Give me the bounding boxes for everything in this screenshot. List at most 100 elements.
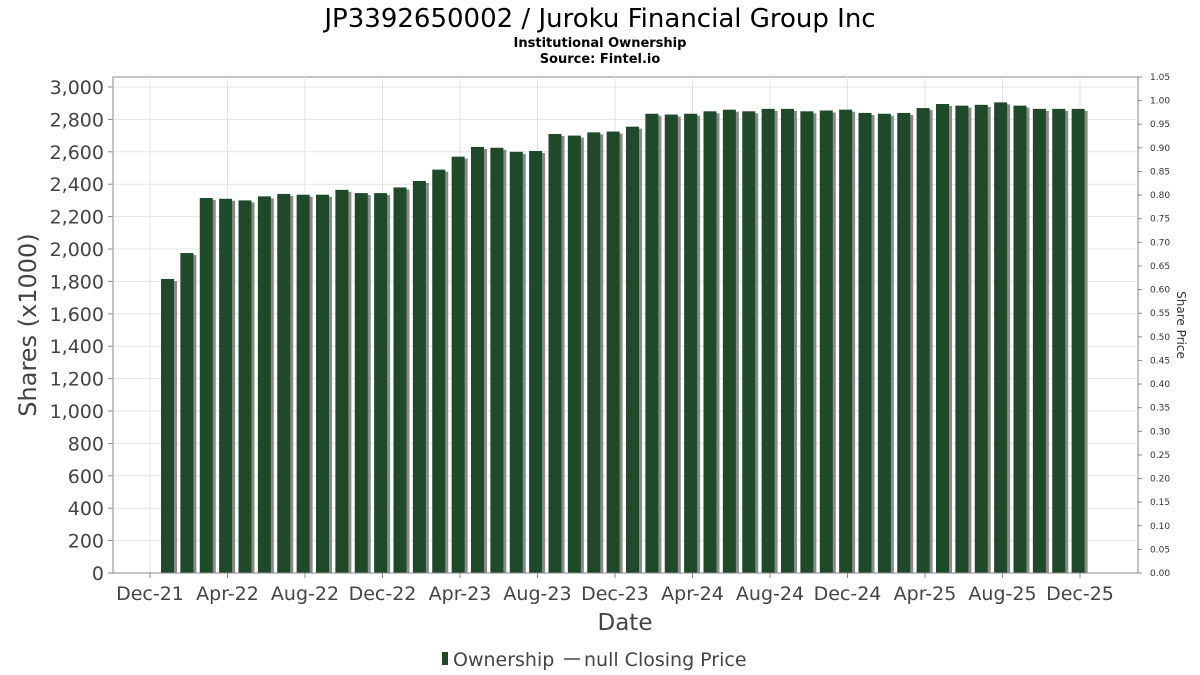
y2-tick-label: 0.25 (1150, 451, 1170, 461)
y2-tick-label: 0.45 (1150, 356, 1170, 366)
y-tick-label: 2,600 (50, 142, 104, 164)
ownership-bar (897, 112, 911, 574)
y2-tick-label: 0.90 (1150, 144, 1170, 154)
ownership-bar (238, 200, 252, 573)
y-tick-label: 1,400 (50, 336, 104, 358)
ownership-bar (509, 151, 523, 574)
y-tick-label: 1,600 (50, 304, 104, 326)
y2-tick-label: 0.10 (1150, 522, 1170, 532)
ownership-bar (858, 112, 872, 574)
y2-tick-label: 0.30 (1150, 427, 1170, 437)
x-tick-label: Aug-24 (736, 583, 804, 605)
legend-ownership-label: Ownership (453, 649, 554, 671)
y2-axis-label: Share Price (1174, 291, 1188, 359)
y-tick-label: 800 (68, 433, 104, 455)
x-tick-label: Dec-24 (814, 583, 882, 605)
y2-tick-label: 0.55 (1150, 309, 1170, 319)
y-axis-label: Shares (x1000) (14, 233, 42, 416)
ownership-bar (800, 111, 814, 574)
ownership-bar (703, 111, 717, 574)
x-tick-label: Apr-24 (661, 583, 724, 605)
x-tick-label: Apr-22 (196, 583, 259, 605)
y2-tick-label: 0.00 (1150, 569, 1170, 579)
y2-tick-label: 0.70 (1150, 238, 1170, 248)
y2-tick-label: 0.85 (1150, 167, 1170, 177)
y2-tick-label: 0.60 (1150, 286, 1170, 296)
y-tick-label: 600 (68, 466, 104, 488)
y2-tick-label: 0.15 (1150, 498, 1170, 508)
ownership-bar (664, 114, 678, 573)
y-tick-label: 0 (92, 563, 104, 585)
x-tick-label: Dec-25 (1046, 583, 1114, 605)
bars-layer (161, 102, 1088, 574)
y2-tick-label: 1.05 (1150, 73, 1170, 83)
ownership-bar (374, 193, 388, 574)
x-tick-label: Apr-25 (894, 583, 957, 605)
y-tick-label: 2,000 (50, 239, 104, 261)
x-tick-label: Dec-23 (581, 583, 649, 605)
y-axis: 0 200 400 600 800 1,000 1,200 1,400 1,600 1,800 2,… (50, 77, 113, 585)
ownership-bar (781, 108, 794, 574)
ownership-bar (451, 156, 465, 573)
ownership-bar (626, 126, 639, 573)
x-axis: Dec-21 Apr-22 Aug-22 Dec-22 Apr-23 Aug-23 Dec-… (113, 572, 1138, 605)
x-tick-label: Aug-22 (271, 583, 339, 605)
ownership-bar (722, 109, 736, 574)
x-tick-label: Dec-22 (349, 583, 417, 605)
ownership-bar (161, 278, 174, 573)
ownership-bar (296, 194, 310, 574)
ownership-bar (393, 187, 407, 573)
y-tick-label: 200 (68, 531, 104, 553)
ownership-bar (742, 111, 756, 574)
y2-tick-label: 0.80 (1150, 191, 1170, 201)
ownership-bar (1071, 108, 1085, 574)
ownership-bar (761, 108, 775, 574)
ownership-bar (412, 180, 426, 573)
chart-subtitle: Institutional Ownership (514, 36, 687, 51)
ownership-bar (432, 169, 446, 573)
ownership-bar (1052, 108, 1066, 574)
ownership-bar (567, 135, 581, 573)
y2-axis: 0.00 0.05 0.10 0.15 0.20 0.25 0.30 0.35 0.40 0.45… (1138, 73, 1170, 579)
ownership-bar (257, 196, 271, 573)
ownership-bar (684, 113, 698, 573)
ownership-bar (199, 197, 213, 573)
legend: Ownership null Closing Price (442, 649, 747, 671)
ownership-bar (936, 104, 949, 573)
ownership-bar (974, 104, 988, 573)
y2-tick-label: 0.75 (1150, 215, 1170, 225)
legend-ownership-swatch (442, 652, 448, 665)
ownership-bar (994, 102, 1008, 573)
ownership-bar (955, 105, 969, 573)
ownership-bar (335, 189, 349, 573)
y2-tick-label: 0.50 (1150, 333, 1170, 343)
y2-tick-label: 0.05 (1150, 545, 1170, 555)
y-tick-label: 1,800 (50, 271, 104, 293)
x-tick-label: Dec-21 (116, 583, 184, 605)
x-tick-label: Aug-25 (968, 583, 1036, 605)
ownership-bar (490, 147, 504, 573)
ownership-bar (529, 150, 543, 574)
x-axis-label: Date (598, 610, 653, 636)
ownership-bar (471, 146, 484, 573)
y-tick-label: 1,000 (50, 401, 104, 423)
y2-tick-label: 1.00 (1150, 97, 1170, 107)
ownership-bar (587, 132, 601, 574)
y2-tick-label: 0.20 (1150, 475, 1170, 485)
ownership-bar (819, 110, 833, 574)
ownership-bar (839, 109, 853, 574)
ownership-bar (277, 193, 291, 574)
ownership-bar (548, 133, 562, 574)
ownership-bar (316, 194, 329, 574)
chart-source: Source: Fintel.io (540, 52, 661, 67)
ownership-bar (916, 108, 930, 573)
y-tick-label: 3,000 (50, 77, 104, 99)
y2-tick-label: 0.95 (1150, 120, 1170, 130)
legend-price-label: null Closing Price (584, 649, 747, 671)
y-tick-label: 2,200 (50, 207, 104, 229)
x-tick-label: Aug-23 (503, 583, 571, 605)
ownership-bar (606, 131, 620, 574)
y2-tick-label: 0.40 (1150, 380, 1170, 390)
ownership-bar (219, 198, 233, 573)
